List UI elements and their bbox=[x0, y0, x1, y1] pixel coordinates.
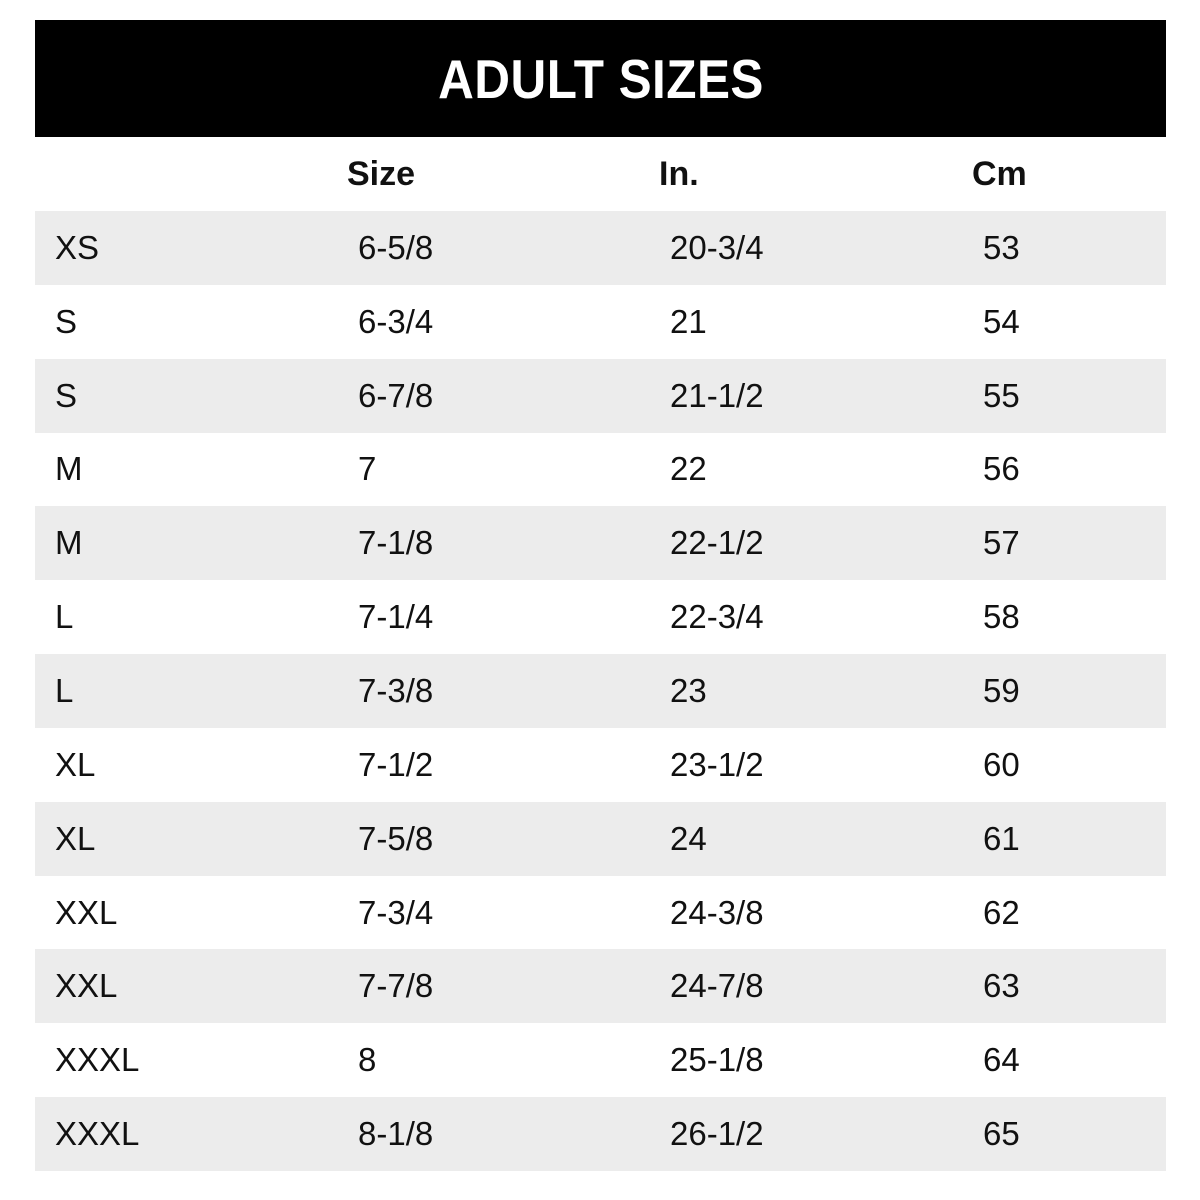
cell-cm: 54 bbox=[983, 302, 1020, 340]
cell-size: 7-1/8 bbox=[358, 524, 434, 562]
cell-inches: 23 bbox=[670, 671, 707, 709]
cell-inches: 23-1/2 bbox=[670, 745, 764, 783]
cell-cm: 62 bbox=[983, 893, 1020, 931]
cell-size-label: L bbox=[55, 598, 74, 636]
cell-size-label: XXXL bbox=[55, 1115, 140, 1153]
cell-cm: 55 bbox=[983, 376, 1020, 414]
table-row: M 7 22 56 bbox=[35, 432, 1166, 507]
cell-size: 7 bbox=[358, 450, 377, 488]
cell-size-label: L bbox=[55, 671, 74, 709]
cell-size: 7-7/8 bbox=[358, 967, 434, 1005]
cell-cm: 61 bbox=[983, 819, 1020, 857]
cell-size: 6-5/8 bbox=[358, 228, 434, 266]
cell-size: 8 bbox=[358, 1041, 377, 1079]
column-header-size: Size bbox=[347, 154, 416, 193]
table-row: M 7-1/8 22-1/2 57 bbox=[35, 506, 1166, 581]
cell-inches: 21-1/2 bbox=[670, 376, 764, 414]
cell-size: 7-3/8 bbox=[358, 671, 434, 709]
cell-cm: 59 bbox=[983, 671, 1020, 709]
cell-size: 7-1/2 bbox=[358, 745, 434, 783]
cell-cm: 58 bbox=[983, 598, 1020, 636]
table-row: XXXL 8 25-1/8 64 bbox=[35, 1023, 1166, 1098]
cell-inches: 22 bbox=[670, 450, 707, 488]
cell-size: 6-7/8 bbox=[358, 376, 434, 414]
cell-cm: 60 bbox=[983, 745, 1020, 783]
page-title: ADULT SIZES bbox=[437, 47, 764, 110]
cell-size-label: XL bbox=[55, 745, 96, 783]
cell-size-label: XS bbox=[55, 228, 100, 266]
cell-inches: 22-3/4 bbox=[670, 598, 764, 636]
title-banner: ADULT SIZES bbox=[35, 20, 1166, 137]
column-header-cm: Cm bbox=[972, 154, 1027, 193]
cell-inches: 22-1/2 bbox=[670, 524, 764, 562]
cell-size-label: XXL bbox=[55, 893, 118, 931]
table-row: XS 6-5/8 20-3/4 53 bbox=[35, 211, 1166, 285]
column-header-inches: In. bbox=[659, 154, 699, 193]
cell-cm: 65 bbox=[983, 1115, 1020, 1153]
cell-cm: 56 bbox=[983, 450, 1020, 488]
cell-size-label: M bbox=[55, 524, 83, 562]
table-body: XS 6-5/8 20-3/4 53 S 6-3/4 21 54 S 6-7/8… bbox=[35, 211, 1166, 1171]
cell-size-label: S bbox=[55, 376, 78, 414]
cell-inches: 21 bbox=[670, 302, 707, 340]
cell-cm: 57 bbox=[983, 524, 1020, 562]
cell-cm: 63 bbox=[983, 967, 1020, 1005]
table-row: XL 7-5/8 24 61 bbox=[35, 801, 1166, 876]
table-row: L 7-3/8 23 59 bbox=[35, 654, 1166, 728]
cell-size-label: XXXL bbox=[55, 1041, 140, 1079]
cell-size-label: XXL bbox=[55, 967, 118, 1005]
cell-cm: 53 bbox=[983, 228, 1020, 266]
cell-inches: 24 bbox=[670, 819, 707, 857]
cell-inches: 25-1/8 bbox=[670, 1041, 764, 1079]
cell-size: 7-5/8 bbox=[358, 819, 434, 857]
cell-size-label: S bbox=[55, 302, 78, 340]
cell-cm: 64 bbox=[983, 1041, 1020, 1079]
table-row: S 6-3/4 21 54 bbox=[35, 284, 1166, 359]
table-header-row: Size In. Cm bbox=[35, 137, 1166, 211]
cell-size-label: M bbox=[55, 450, 83, 488]
cell-size: 7-3/4 bbox=[358, 893, 434, 931]
cell-size: 6-3/4 bbox=[358, 302, 434, 340]
cell-inches: 24-7/8 bbox=[670, 967, 764, 1005]
cell-inches: 20-3/4 bbox=[670, 228, 764, 266]
size-chart-page: ADULT SIZES Size In. Cm XS 6-5/8 20-3/4 … bbox=[35, 20, 1166, 1171]
table-row: S 6-7/8 21-1/2 55 bbox=[35, 358, 1166, 433]
table-row: XXXL 8-1/8 26-1/2 65 bbox=[35, 1097, 1166, 1171]
table-row: XXL 7-7/8 24-7/8 63 bbox=[35, 949, 1166, 1024]
table-row: XL 7-1/2 23-1/2 60 bbox=[35, 727, 1166, 802]
cell-inches: 24-3/8 bbox=[670, 893, 764, 931]
table-row: XXL 7-3/4 24-3/8 62 bbox=[35, 875, 1166, 950]
cell-size: 8-1/8 bbox=[358, 1115, 434, 1153]
table-row: L 7-1/4 22-3/4 58 bbox=[35, 580, 1166, 655]
cell-size: 7-1/4 bbox=[358, 598, 434, 636]
cell-inches: 26-1/2 bbox=[670, 1115, 764, 1153]
cell-size-label: XL bbox=[55, 819, 96, 857]
